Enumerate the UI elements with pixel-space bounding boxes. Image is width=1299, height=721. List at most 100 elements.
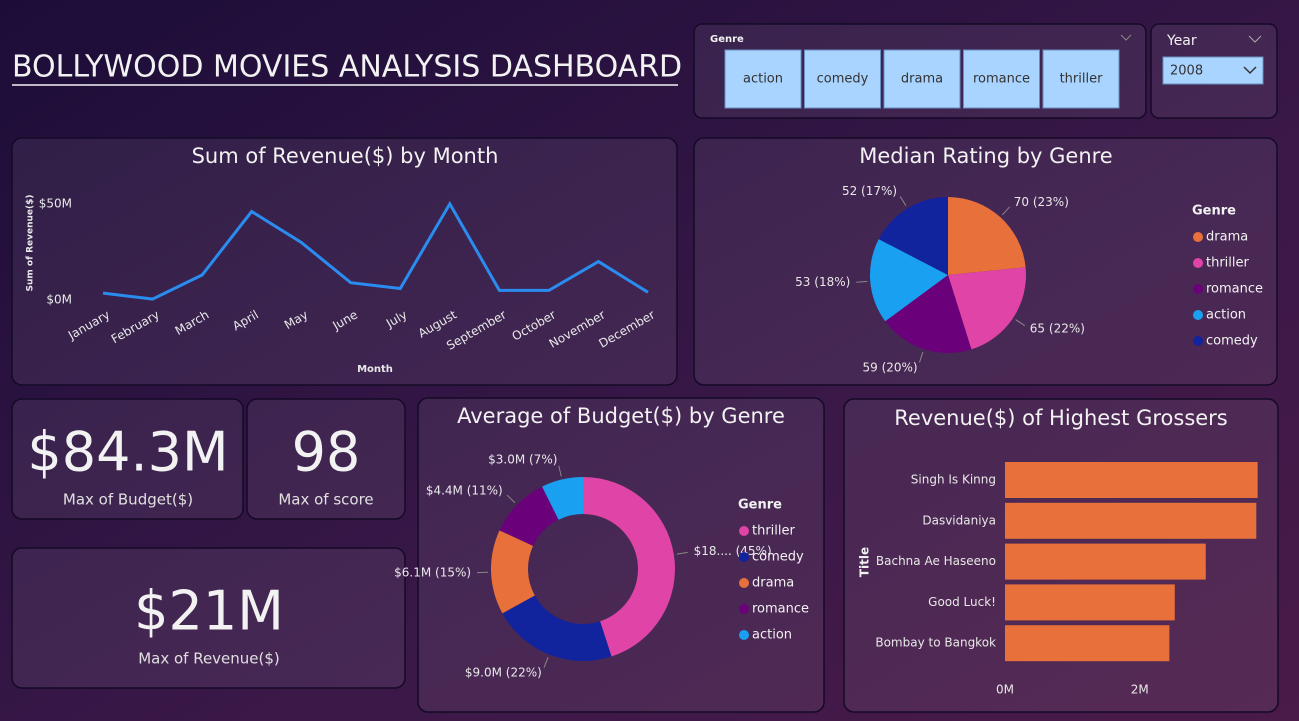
legend-marker [739, 552, 749, 562]
slicer-option[interactable]: action [743, 72, 783, 87]
data-label: 70 (23%) [1014, 195, 1069, 209]
slice [870, 239, 948, 322]
bar [1005, 584, 1175, 621]
legend-label: comedy [752, 550, 804, 565]
card-value: $84.3M [27, 421, 228, 484]
chart-title: Sum of Revenue($) by Month [192, 144, 499, 168]
legend-label: romance [1206, 282, 1263, 297]
data-label: $6.1M (15%) [394, 565, 471, 579]
chart-title: Revenue($) of Highest Grossers [894, 406, 1228, 430]
card-label: Max of Revenue($) [138, 650, 280, 668]
legend-marker [739, 604, 749, 614]
data-label: 65 (22%) [1030, 321, 1085, 335]
chevron [1243, 66, 1257, 75]
card [11, 398, 244, 520]
y-tick-label: Singh Is Kinng [911, 473, 996, 487]
slice [499, 486, 559, 546]
y-tick-label: Good Luck! [928, 595, 996, 609]
data-label: $4.4M (11%) [426, 483, 503, 497]
slice [491, 530, 535, 614]
legend-label: comedy [1206, 334, 1258, 349]
y-tick-label: $50M [39, 196, 72, 210]
chart-title: Median Rating by Genre [859, 144, 1112, 168]
y-tick-label: Dasvidaniya [922, 513, 996, 527]
bar [1005, 625, 1170, 662]
slicer-label: Genre [710, 34, 744, 45]
legend-marker [1193, 232, 1203, 242]
legend-label: thriller [752, 524, 796, 539]
legend-label: drama [1206, 230, 1248, 245]
year-dropdown[interactable] [1162, 56, 1264, 85]
line-panel [11, 137, 678, 386]
x-axis-label: Month [357, 364, 393, 375]
slicer-button[interactable] [1042, 49, 1120, 109]
card-label: Max of score [278, 491, 373, 509]
slicer-button[interactable] [883, 49, 961, 109]
slice [948, 267, 1026, 350]
legend-marker [1193, 258, 1203, 268]
slicer-option[interactable]: thriller [1060, 72, 1104, 87]
x-tick-label: 2M [1131, 683, 1149, 697]
card-value: 98 [292, 421, 361, 484]
y-tick-label: $0M [46, 293, 72, 307]
card [246, 398, 406, 520]
slicer-option[interactable]: comedy [817, 72, 869, 87]
slice [542, 477, 583, 520]
line [102, 200, 649, 301]
chevron [1120, 34, 1132, 41]
card-label: Max of Budget($) [63, 491, 193, 509]
legend-marker [739, 630, 749, 640]
legend-marker [739, 578, 749, 588]
card [11, 547, 406, 689]
legend-title: Genre [1192, 204, 1236, 219]
slicer-option[interactable]: romance [973, 72, 1030, 87]
legend-marker [1193, 310, 1203, 320]
legend-marker [1193, 284, 1203, 294]
data-label: 53 (18%) [795, 275, 850, 289]
slicer-option[interactable]: drama [901, 72, 943, 87]
slice [878, 197, 948, 275]
legend-title: Genre [738, 498, 782, 513]
slicer-button[interactable] [724, 49, 802, 109]
slice [502, 595, 612, 662]
bar [1005, 462, 1258, 498]
leader-line [1015, 319, 1026, 327]
data-label: $18.... (45%) [694, 544, 772, 558]
y-axis-label: Sum of Revenue($) [26, 194, 36, 291]
legend-label: action [1206, 308, 1246, 323]
legend-label: thriller [1206, 256, 1250, 271]
chevron [1248, 35, 1262, 43]
leader-line [1001, 206, 1011, 216]
bar [1005, 543, 1206, 580]
y-tick-label: Bombay to Bangkok [875, 636, 996, 650]
leader-line [543, 657, 549, 668]
leader-line [899, 196, 907, 207]
legend-label: romance [752, 602, 809, 617]
slice [885, 275, 972, 353]
slice [583, 477, 676, 657]
leader-line [506, 494, 516, 504]
chart-title: Average of Budget($) by Genre [457, 404, 785, 428]
data-label: $9.0M (22%) [465, 666, 542, 680]
slicer-button[interactable] [963, 49, 1040, 109]
legend-marker [739, 526, 749, 536]
legend-label: drama [752, 576, 794, 591]
legend-marker [1193, 336, 1203, 346]
y-tick-label: Bachna Ae Haseeno [876, 554, 996, 568]
y-axis-label: Title [858, 547, 872, 577]
legend-label: action [752, 628, 792, 643]
slicer-label: Year [1166, 33, 1197, 49]
leader-line [856, 280, 868, 283]
data-label: $3.0M (7%) [488, 452, 557, 466]
slicer-button[interactable] [804, 49, 881, 109]
dashboard-title: BOLLYWOOD MOVIES ANALYSIS DASHBOARD [12, 50, 682, 85]
data-label: 52 (17%) [842, 184, 897, 198]
data-label: 59 (20%) [862, 361, 917, 375]
leader-line [919, 351, 924, 363]
bar [1005, 502, 1257, 539]
leader-line [676, 551, 688, 555]
x-tick-label: 0M [996, 683, 1014, 697]
year-value[interactable]: 2008 [1170, 64, 1203, 79]
slice [948, 197, 1026, 275]
